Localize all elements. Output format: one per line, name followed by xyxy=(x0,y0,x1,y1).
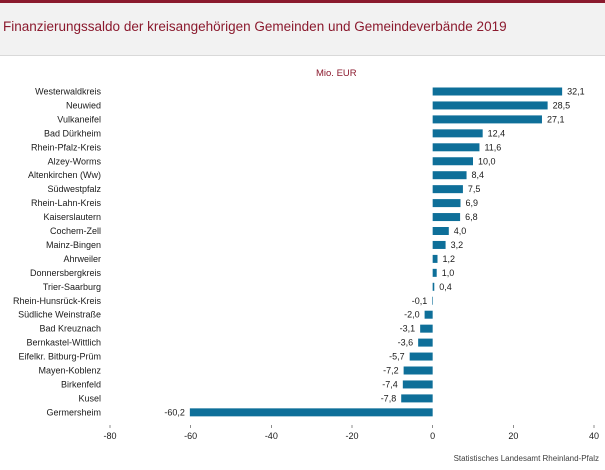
bar xyxy=(432,296,433,305)
bar xyxy=(409,352,433,361)
category-label: Südliche Weinstraße xyxy=(18,310,101,320)
value-label: 6,9 xyxy=(465,198,478,208)
bar xyxy=(432,101,548,110)
bar xyxy=(432,227,449,235)
category-label: Alzey-Worms xyxy=(48,156,102,166)
bar xyxy=(432,157,473,166)
chart-title: Finanzierungssaldo der kreisangehörigen … xyxy=(3,19,507,34)
plot-area: Mio. EUR Westerwaldkreis 32,1 Neuwied 28,5 V… xyxy=(0,56,605,470)
value-label: 1,2 xyxy=(443,254,456,264)
x-tick-label: -20 xyxy=(345,431,358,441)
bar xyxy=(432,240,446,249)
x-tick-label: 0 xyxy=(430,431,435,441)
bar xyxy=(432,254,438,263)
bar xyxy=(432,185,463,194)
value-label: -7,2 xyxy=(383,366,399,376)
x-tick-label: -60 xyxy=(184,431,197,441)
category-label: Südwestpfalz xyxy=(47,184,101,194)
bar xyxy=(401,394,433,403)
category-label: Rhein-Hunsrück-Kreis xyxy=(13,296,102,306)
category-label: Donnersbergkreis xyxy=(30,268,102,278)
value-label: 12,4 xyxy=(488,128,506,138)
category-label: Germersheim xyxy=(46,407,101,417)
bar xyxy=(432,115,542,124)
bar xyxy=(432,282,435,291)
title-bar: Finanzierungssaldo der kreisangehörigen … xyxy=(0,3,605,56)
value-label: 28,5 xyxy=(553,100,571,110)
category-label: Kaiserslautern xyxy=(43,212,101,222)
value-label: 4,0 xyxy=(454,226,467,236)
value-label: -0,1 xyxy=(412,296,428,306)
category-label: Mayen-Koblenz xyxy=(38,366,101,376)
value-label: 7,5 xyxy=(468,184,481,194)
value-label: -7,4 xyxy=(382,379,398,389)
category-label: Altenkirchen (Ww) xyxy=(28,170,101,180)
category-label: Vulkaneifel xyxy=(57,114,101,124)
bar xyxy=(420,324,433,333)
x-tick-label: -40 xyxy=(265,431,278,441)
category-label: Rhein-Lahn-Kreis xyxy=(31,198,102,208)
value-label: -60,2 xyxy=(164,407,185,417)
category-label: Birkenfeld xyxy=(61,379,101,389)
bar xyxy=(432,87,563,96)
bar xyxy=(432,199,461,208)
category-label: Ahrweiler xyxy=(63,254,101,264)
bar-chart: Westerwaldkreis 32,1 Neuwied 28,5 Vulkaneife… xyxy=(13,87,599,442)
value-label: -2,0 xyxy=(404,310,420,320)
bar xyxy=(432,213,461,222)
category-label: Mainz-Bingen xyxy=(46,240,101,250)
value-label: 27,1 xyxy=(547,114,565,124)
bar xyxy=(189,408,433,417)
value-label: 1,0 xyxy=(442,268,455,278)
bar xyxy=(432,143,480,152)
source-note: Statistisches Landesamt Rheinland-Pfalz xyxy=(453,454,599,463)
category-label: Westerwaldkreis xyxy=(35,87,101,97)
value-label: 0,4 xyxy=(439,282,452,292)
category-label: Bad Kreuznach xyxy=(39,324,101,334)
category-label: Eifelkr. Bitburg-Prüm xyxy=(18,352,101,362)
category-label: Trier-Saarburg xyxy=(43,282,101,292)
top-accent-rule xyxy=(0,0,605,3)
x-tick-label: 20 xyxy=(508,431,518,441)
value-label: -5,7 xyxy=(389,352,405,362)
x-tick-label: 40 xyxy=(589,431,599,441)
value-label: 10,0 xyxy=(478,156,496,166)
bar xyxy=(432,171,467,180)
bar xyxy=(418,338,433,347)
bar xyxy=(403,366,433,375)
bar xyxy=(432,268,437,277)
category-label: Bad Dürkheim xyxy=(44,128,101,138)
category-label: Rhein-Pfalz-Kreis xyxy=(31,142,102,152)
value-label: 3,2 xyxy=(451,240,464,250)
value-label: 32,1 xyxy=(567,87,585,97)
value-label: 6,8 xyxy=(465,212,478,222)
category-label: Neuwied xyxy=(66,100,101,110)
value-label: 11,6 xyxy=(484,142,501,152)
value-label: -3,1 xyxy=(400,324,416,334)
bar xyxy=(432,129,483,138)
unit-label: Mio. EUR xyxy=(316,68,357,79)
bar xyxy=(424,310,433,319)
value-label: -3,6 xyxy=(398,338,414,348)
x-tick-label: -80 xyxy=(103,431,116,441)
value-label: 8,4 xyxy=(472,170,485,180)
category-label: Kusel xyxy=(78,393,101,403)
bar xyxy=(402,380,433,389)
category-label: Bernkastel-Wittlich xyxy=(26,338,101,348)
value-label: -7,8 xyxy=(381,393,397,403)
category-label: Cochem-Zell xyxy=(50,226,101,236)
